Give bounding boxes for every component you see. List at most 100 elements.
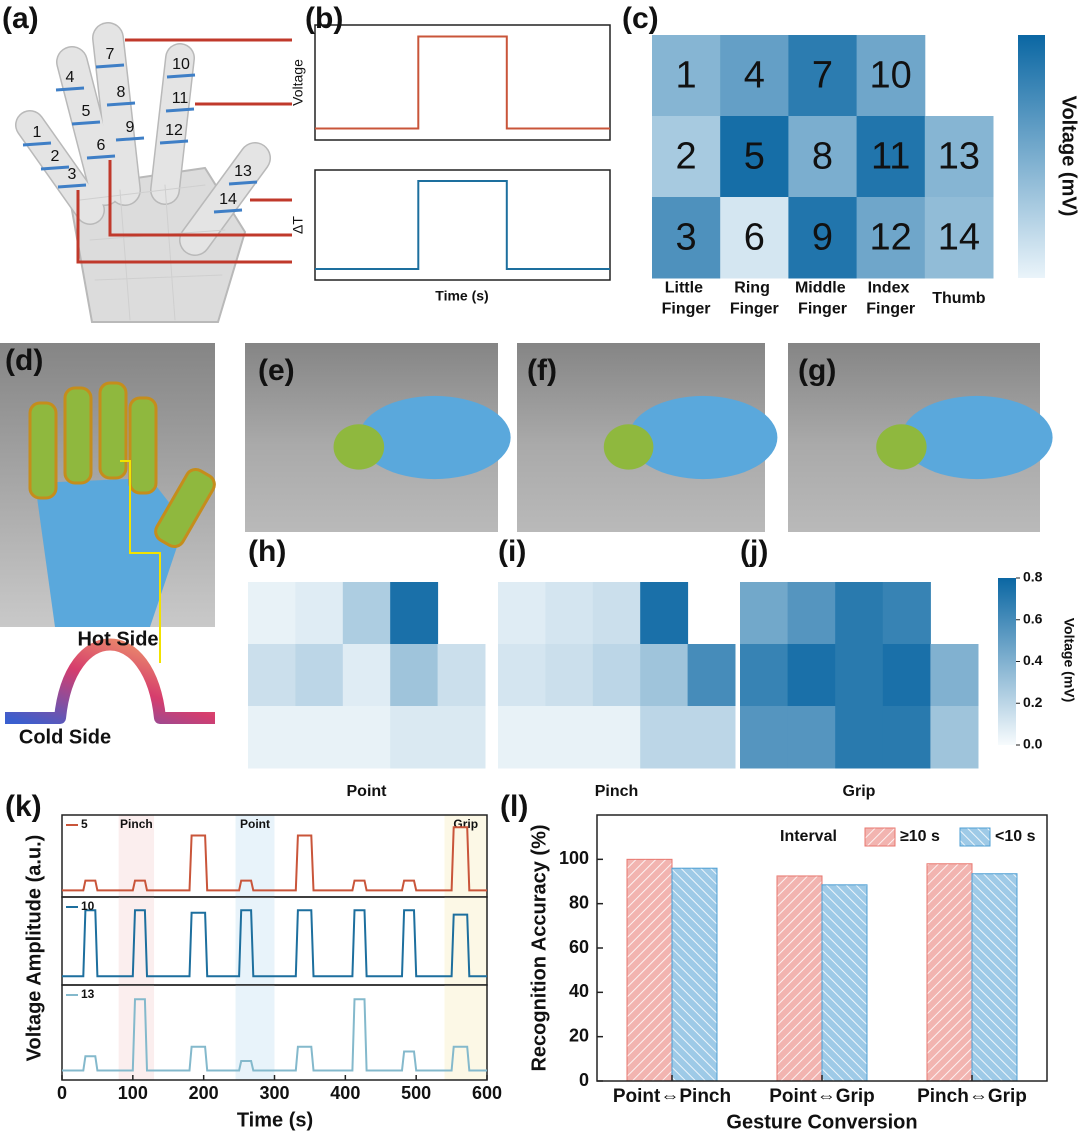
bar (821, 884, 868, 1082)
sensor-band (213, 208, 243, 214)
heatmap-cell (740, 706, 789, 769)
heatmap-cell (882, 706, 931, 769)
cell-label: 6 (744, 217, 765, 259)
heatmap-cell (788, 35, 858, 117)
heatmap-cell (787, 582, 836, 645)
legend-swatch (864, 827, 896, 847)
cell-label: 11 (871, 136, 910, 178)
sensor-hand (603, 424, 654, 470)
panel-label: (c) (622, 2, 659, 35)
finger (93, 23, 140, 205)
sensor-band (22, 141, 52, 147)
sensor-band (166, 73, 196, 79)
heatmap-cell (498, 582, 546, 645)
sensor-band (159, 139, 189, 145)
y-tick-label: 80 (569, 892, 589, 912)
sensor-band (86, 154, 116, 160)
legend-label: 5 (81, 817, 88, 831)
heatmap-cell (640, 582, 689, 645)
map-title: Grip (843, 783, 876, 800)
colorbar-tick-label: 0.8 (1023, 569, 1043, 585)
heatmap-cell (295, 706, 344, 769)
legend-label: 10 (81, 899, 95, 913)
heatmap-cell (437, 706, 486, 769)
sensor-number: 14 (219, 191, 237, 208)
heatmap-cell (740, 582, 789, 645)
sensor-band (165, 107, 195, 113)
heatmap-cell (652, 35, 721, 117)
thermo-strip (5, 638, 215, 724)
x-tick-label: 100 (118, 1083, 148, 1103)
sensor-thumb (154, 468, 216, 548)
panel-label: (j) (740, 535, 768, 568)
heatmap-cell (835, 706, 884, 769)
heatmap-cell (498, 706, 546, 769)
category-label: Thumb (932, 290, 986, 307)
heatmap-cell (652, 116, 721, 198)
sensor-finger (63, 386, 93, 485)
heatmap-cell (390, 706, 439, 769)
series-line (62, 826, 487, 892)
x-tick-label: 600 (472, 1083, 502, 1103)
sensor-band (95, 63, 125, 69)
heatmap-cell (856, 116, 926, 198)
y-axis-label: ΔT (290, 216, 306, 234)
sensor-number: 6 (97, 137, 106, 154)
cell-label: 1 (676, 55, 697, 97)
heatmap-cell (640, 644, 689, 707)
heatmap-cell (787, 644, 836, 707)
heatmap-cell (390, 582, 439, 645)
heatmap-cell (924, 197, 994, 279)
heatmap-cell (592, 644, 641, 707)
colorbar-label: Voltage (mV) (1058, 96, 1080, 217)
region-label: Grip (453, 817, 478, 831)
legend-label: ≥10 s (900, 828, 940, 845)
x-axis-label: Time (s) (237, 1109, 313, 1131)
heatmap-cell (787, 706, 836, 769)
plot-frame (314, 24, 611, 141)
sensor-number: 3 (68, 166, 77, 183)
y-axis-label: Recognition Accuracy (%) (528, 824, 550, 1071)
x-tick-label: 500 (401, 1083, 431, 1103)
heatmap-cell (545, 644, 594, 707)
panel-label: (h) (248, 535, 286, 568)
cell-label: 7 (812, 55, 833, 97)
heatmap-cell (640, 706, 689, 769)
sensor-number: 11 (172, 90, 189, 107)
sensor-band (71, 120, 101, 126)
sensor-finger (28, 401, 58, 500)
cell-label: 9 (812, 217, 833, 259)
heatmap-cell (295, 644, 344, 707)
glove (358, 395, 511, 480)
heatmap-cell (248, 706, 296, 769)
colorbar-label: Voltage (mV) (1061, 618, 1077, 703)
region-label: Point (240, 817, 270, 831)
panel-label: (a) (2, 2, 39, 35)
series-line (62, 909, 487, 978)
plot-frame (314, 169, 611, 281)
sensor-hand (333, 424, 385, 470)
wire (120, 460, 161, 663)
heatmap-cell (592, 582, 641, 645)
panel-label: (d) (5, 344, 43, 377)
map-title: Pinch (595, 783, 639, 800)
sensor-number: 12 (165, 122, 183, 139)
panel-label: (l) (500, 790, 528, 823)
bar (926, 863, 973, 1082)
heatmap-cell (720, 116, 789, 198)
heatmap-cell (342, 644, 391, 707)
x-tick-label: Point⇔Grip (769, 1086, 875, 1107)
y-axis-label: Voltage Amplitude (a.u.) (23, 835, 45, 1062)
heatmap-cell (788, 197, 858, 279)
x-tick-label: Pinch⇔Grip (917, 1086, 1027, 1107)
heatmap-cell (788, 116, 858, 198)
legend-label: 13 (81, 987, 95, 1001)
annotation: Hot Side (77, 628, 158, 650)
y-tick-label: 40 (569, 981, 589, 1001)
x-axis-label: Gesture Conversion (726, 1111, 917, 1133)
bar (671, 867, 718, 1082)
heatmap-cell (295, 582, 344, 645)
panel-label: (i) (498, 535, 526, 568)
heatmap-cell (930, 644, 979, 707)
